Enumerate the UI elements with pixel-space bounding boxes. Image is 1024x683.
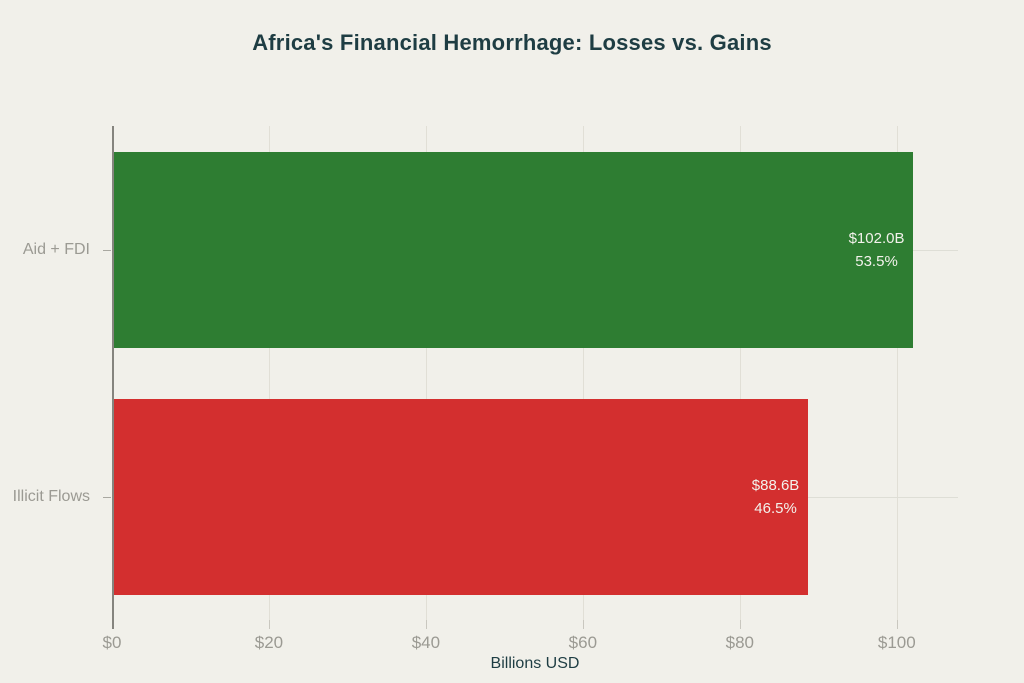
x-tick-mark	[425, 620, 427, 629]
chart-title: Africa's Financial Hemorrhage: Losses vs…	[252, 30, 772, 55]
x-tick-mark	[268, 620, 270, 629]
x-tick-mark	[582, 620, 584, 629]
x-axis-title: Billions USD	[490, 655, 580, 672]
bar-aid-fdi: $102.0B 53.5%	[113, 152, 914, 348]
x-tick-mark	[896, 620, 898, 629]
bar-percent-text: 46.5%	[754, 500, 797, 517]
x-tick-label: $60	[568, 633, 598, 652]
bar-value-label: $88.6B 46.5%	[752, 474, 809, 521]
bar-value-label: $102.0B 53.5%	[849, 227, 914, 274]
y-axis-line	[112, 126, 114, 629]
x-gridline	[739, 126, 741, 629]
bar-illicit-flows: $88.6B 46.5%	[113, 399, 809, 595]
bar-value-text: $88.6B	[751, 476, 800, 494]
x-tick-label: $80	[725, 633, 755, 652]
x-gridline	[268, 126, 270, 629]
bar-value-text: $102.0B	[848, 229, 905, 247]
plot-area: $0 $20 $40 $60 $80 $100 $102.0B 53.5% Aid + FDI $…	[13, 126, 958, 652]
x-gridline	[896, 126, 898, 629]
category-label: Illicit Flows	[12, 488, 90, 505]
x-gridline	[582, 126, 584, 629]
x-gridline	[425, 126, 427, 629]
x-tick-mark	[739, 620, 741, 629]
y-tick-mark	[103, 497, 111, 498]
y-tick-mark	[103, 250, 111, 251]
x-tick-label: $40	[411, 633, 441, 652]
x-tick-label: $100	[877, 633, 916, 652]
category-label: Aid + FDI	[22, 241, 90, 258]
x-tick-label: $0	[102, 633, 122, 652]
bar-percent-text: 53.5%	[855, 253, 898, 270]
x-tick-label: $20	[254, 633, 284, 652]
